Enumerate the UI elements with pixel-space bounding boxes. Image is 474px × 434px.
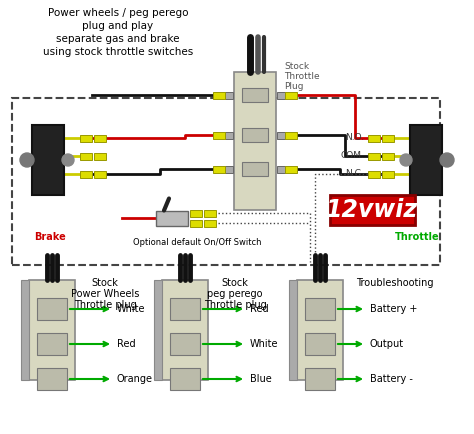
Text: COM.: COM. <box>340 151 364 161</box>
Text: separate gas and brake: separate gas and brake <box>56 34 180 44</box>
Text: 12vwiz: 12vwiz <box>327 198 419 222</box>
Text: Power wheels / peg perego: Power wheels / peg perego <box>48 8 188 18</box>
Text: Output: Output <box>370 339 404 349</box>
Text: Throttle: Throttle <box>284 72 319 81</box>
Bar <box>285 165 297 172</box>
Bar <box>213 92 225 99</box>
Text: Stock: Stock <box>221 278 248 288</box>
Text: plug and play: plug and play <box>82 21 154 31</box>
Bar <box>368 171 380 178</box>
Bar <box>242 162 268 176</box>
Bar <box>225 92 233 99</box>
Bar <box>80 152 92 160</box>
Bar <box>285 92 297 99</box>
Bar <box>94 152 106 160</box>
Bar <box>382 152 394 160</box>
Bar <box>213 132 225 138</box>
Bar <box>225 165 233 172</box>
Text: Battery +: Battery + <box>370 304 418 314</box>
Bar <box>156 210 188 226</box>
Bar <box>305 298 335 320</box>
Bar <box>80 135 92 141</box>
Text: Plug: Plug <box>284 82 303 91</box>
Text: Battery -: Battery - <box>370 374 413 384</box>
Text: White: White <box>250 339 279 349</box>
Bar <box>382 171 394 178</box>
Bar <box>204 210 216 217</box>
Bar <box>289 280 297 380</box>
Bar <box>37 368 67 390</box>
Bar <box>32 125 64 195</box>
Bar <box>170 333 200 355</box>
Bar <box>162 280 208 380</box>
Bar <box>382 135 394 141</box>
Text: White: White <box>117 304 146 314</box>
Bar <box>204 220 216 227</box>
Text: Stock: Stock <box>91 278 118 288</box>
Bar <box>29 280 75 380</box>
Circle shape <box>440 153 454 167</box>
Bar <box>242 128 268 142</box>
Text: N.O.: N.O. <box>345 134 364 142</box>
Bar <box>37 333 67 355</box>
Text: Blue: Blue <box>250 374 272 384</box>
Bar <box>21 280 29 380</box>
Text: Stock: Stock <box>284 62 309 71</box>
Bar <box>277 165 285 172</box>
Bar <box>190 220 202 227</box>
Bar <box>285 132 297 138</box>
Circle shape <box>62 154 74 166</box>
Text: Red: Red <box>117 339 136 349</box>
Bar <box>234 72 276 210</box>
Text: Brake: Brake <box>34 232 66 242</box>
Bar <box>305 368 335 390</box>
Text: Troubleshooting: Troubleshooting <box>356 278 434 288</box>
Text: Throttle plug: Throttle plug <box>204 300 266 310</box>
Bar <box>80 171 92 178</box>
Text: Orange: Orange <box>117 374 153 384</box>
Text: peg perego: peg perego <box>207 289 263 299</box>
Bar <box>368 135 380 141</box>
Text: Power Wheels: Power Wheels <box>71 289 139 299</box>
Text: N.C.: N.C. <box>345 170 364 178</box>
Text: Optional default On/Off Switch: Optional default On/Off Switch <box>133 238 261 247</box>
Bar <box>368 152 380 160</box>
Text: using stock throttle switches: using stock throttle switches <box>43 47 193 57</box>
Circle shape <box>400 154 412 166</box>
Bar <box>37 298 67 320</box>
Text: Red: Red <box>250 304 269 314</box>
Bar <box>297 280 343 380</box>
Text: Throttle: Throttle <box>395 232 440 242</box>
Bar <box>305 333 335 355</box>
Bar <box>242 88 268 102</box>
Bar <box>213 165 225 172</box>
Bar <box>94 135 106 141</box>
Bar <box>94 171 106 178</box>
Bar <box>225 132 233 138</box>
Bar <box>277 132 285 138</box>
Bar <box>170 298 200 320</box>
Bar <box>410 125 442 195</box>
Bar <box>330 195 415 225</box>
Bar <box>154 280 162 380</box>
Circle shape <box>20 153 34 167</box>
Bar <box>190 210 202 217</box>
Bar <box>277 92 285 99</box>
Bar <box>170 368 200 390</box>
Bar <box>12 98 440 265</box>
Text: Throttle plug: Throttle plug <box>73 300 137 310</box>
